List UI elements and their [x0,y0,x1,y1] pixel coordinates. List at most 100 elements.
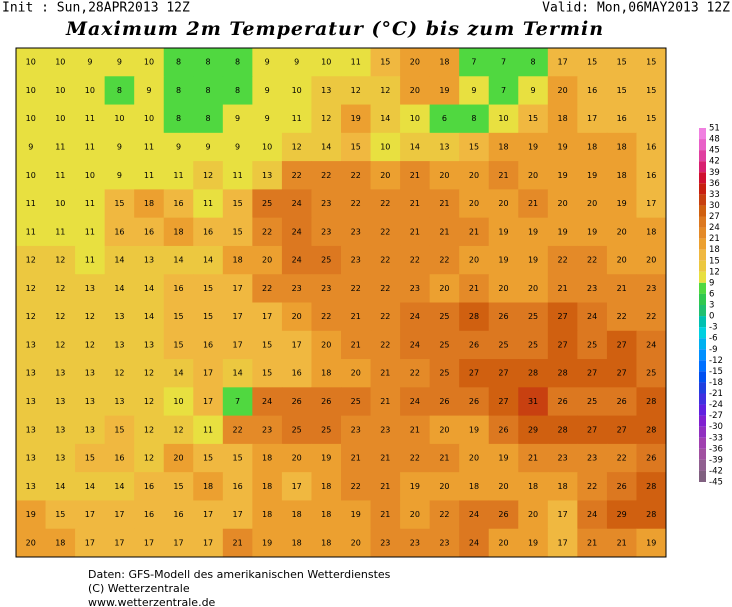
temperature-cell [75,472,106,501]
temperature-value: 22 [321,171,331,180]
temperature-cell [341,500,372,530]
temperature-cell [163,415,194,445]
temperature-value: 27 [557,340,567,349]
temperature-value: 13 [439,142,449,151]
temperature-cell [45,528,76,558]
temperature-value: 28 [646,397,656,406]
temperature-cell [16,48,47,77]
temperature-value: 12 [173,425,183,434]
temperature-value: 16 [646,142,656,151]
temperature-value: 20 [380,171,390,180]
temperature-value: 29 [617,510,627,519]
temperature-value: 9 [235,142,240,151]
temperature-cell [606,132,637,162]
temperature-cell [193,104,224,134]
temperature-cell [104,472,135,501]
temperature-cell [518,528,549,558]
temperature-value: 19 [528,227,538,236]
temperature-value: 13 [26,340,36,349]
temperature-cell [459,472,490,501]
temperature-cell [163,387,194,417]
temperature-cell [547,274,578,303]
temperature-value: 14 [173,369,183,378]
temperature-value: 18 [232,256,242,265]
temperature-cell [193,387,224,417]
temperature-cell [104,76,135,106]
temperature-value: 17 [232,312,242,321]
temperature-value: 16 [173,284,183,293]
temperature-value: 31 [528,397,538,406]
temperature-cell [311,415,342,445]
temperature-value: 15 [232,227,242,236]
temperature-cell [341,415,372,445]
colorbar-swatch [699,316,706,328]
temperature-value: 10 [144,58,154,67]
temperature-value: 20 [498,538,508,547]
temperature-cell [606,189,637,219]
temperature-value: 9 [117,171,122,180]
temperature-value: 24 [292,227,302,236]
temperature-value: 27 [587,369,597,378]
temperature-cell [577,245,608,275]
temperature-value: 13 [55,425,65,434]
temperature-cell [341,104,372,134]
temperature-value: 23 [351,227,361,236]
temperature-value: 13 [144,340,154,349]
temperature-cell [459,330,490,360]
temperature-cell [163,472,194,501]
temperature-value: 21 [528,199,538,208]
temperature-cell [488,387,519,417]
temperature-value: 21 [617,284,627,293]
temperature-value: 11 [85,199,95,208]
temperature-cell [459,528,490,558]
temperature-cell [16,359,47,388]
colorbar-label: -42 [709,466,723,476]
temperature-value: 20 [321,340,331,349]
temperature-value: 22 [646,312,656,321]
temperature-value: 10 [26,114,36,123]
temperature-value: 13 [26,482,36,491]
temperature-cell [341,443,372,473]
temperature-value: 12 [85,340,95,349]
temperature-value: 19 [557,227,567,236]
temperature-cell [400,472,431,501]
temperature-cell [341,161,372,190]
temperature-cell [163,132,194,162]
temperature-cell [577,472,608,501]
temperature-value: 18 [262,454,272,463]
temperature-value: 13 [26,454,36,463]
temperature-value: 22 [617,312,627,321]
temperature-cell [577,387,608,417]
temperature-cell [222,76,253,106]
temperature-cell [193,48,224,77]
colorbar-swatch [699,360,706,372]
temperature-cell [45,443,76,473]
temperature-cell [606,76,637,106]
temperature-value: 22 [232,425,242,434]
temperature-cell [606,500,637,530]
temperature-value: 19 [498,227,508,236]
temperature-cell [45,415,76,445]
temperature-cell [134,217,165,247]
temperature-value: 14 [55,482,65,491]
temperature-value: 10 [55,58,65,67]
temperature-cell [459,217,490,247]
temperature-cell [16,472,47,501]
temperature-cell [45,104,76,134]
temperature-cell [400,76,431,106]
temperature-cell [281,472,312,501]
valid-time: Valid: Mon,06MAY2013 12Z [542,1,730,16]
temperature-cell [222,387,253,417]
temperature-cell [459,443,490,473]
temperature-value: 21 [617,538,627,547]
colorbar-swatch [699,338,706,350]
temperature-value: 20 [410,86,420,95]
temperature-value: 13 [85,369,95,378]
temperature-cell [75,189,106,219]
temperature-value: 23 [410,538,420,547]
temperature-value: 13 [114,340,124,349]
temperature-value: 22 [410,256,420,265]
temperature-value: 25 [439,312,449,321]
temperature-cell [134,528,165,558]
temperature-cell [45,274,76,303]
